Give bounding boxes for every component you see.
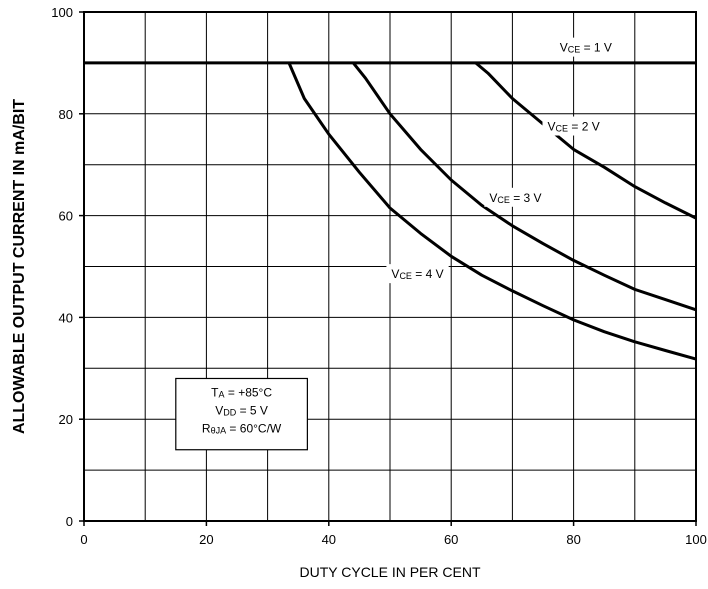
condition-line-1: TA = +85°C	[211, 385, 272, 399]
conditions-box: TA = +85°C VDD = 5 V RθJA = 60°C/W	[175, 377, 308, 451]
condition-line-3: RθJA = 60°C/W	[202, 421, 282, 435]
curve-label-1: VCE = 1 V	[560, 41, 612, 55]
y-tick-label: 0	[66, 514, 73, 529]
curve-label-background	[542, 116, 605, 136]
x-tick-label: 80	[566, 532, 580, 547]
curve-label-3: VCE = 3 V	[489, 191, 541, 205]
curve-label-4: VCE = 4 V	[391, 267, 443, 281]
plot-frame	[83, 11, 697, 522]
series-line-3	[352, 61, 697, 312]
x-tick-label: 20	[199, 532, 213, 547]
series-line-2	[474, 61, 697, 220]
y-tick-label: 80	[59, 107, 73, 122]
x-tick-label: 0	[80, 532, 87, 547]
condition-line-2: VDD = 5 V	[215, 403, 268, 417]
grid	[79, 11, 697, 526]
curve-label-background	[386, 264, 449, 284]
conditions-box-frame	[175, 377, 308, 451]
curve-labels: VCE = 1 V VCE = 2 V VCE = 3 V VCE = 4 V	[386, 37, 617, 284]
y-tick-label: 20	[59, 412, 73, 427]
x-tick-label: 60	[444, 532, 458, 547]
y-tick-label: 100	[51, 5, 73, 20]
x-axis-title: DUTY CYCLE IN PER CENT	[300, 564, 481, 580]
y-tick-label: 40	[59, 310, 73, 325]
curve-label-background	[554, 37, 617, 57]
y-tick-label: 60	[59, 209, 73, 224]
series-line-4	[287, 62, 697, 361]
x-tick-label: 40	[322, 532, 336, 547]
x-tick-label: 100	[685, 532, 707, 547]
curve-label-2: VCE = 2 V	[547, 120, 599, 134]
series-layer	[84, 61, 697, 361]
tick-labels: 0 20 40 60 80 100 0 20 40 60 80 100	[51, 5, 707, 547]
curve-label-background	[484, 187, 547, 207]
y-axis-title: ALLOWABLE OUTPUT CURRENT IN mA/BIT	[11, 99, 28, 434]
